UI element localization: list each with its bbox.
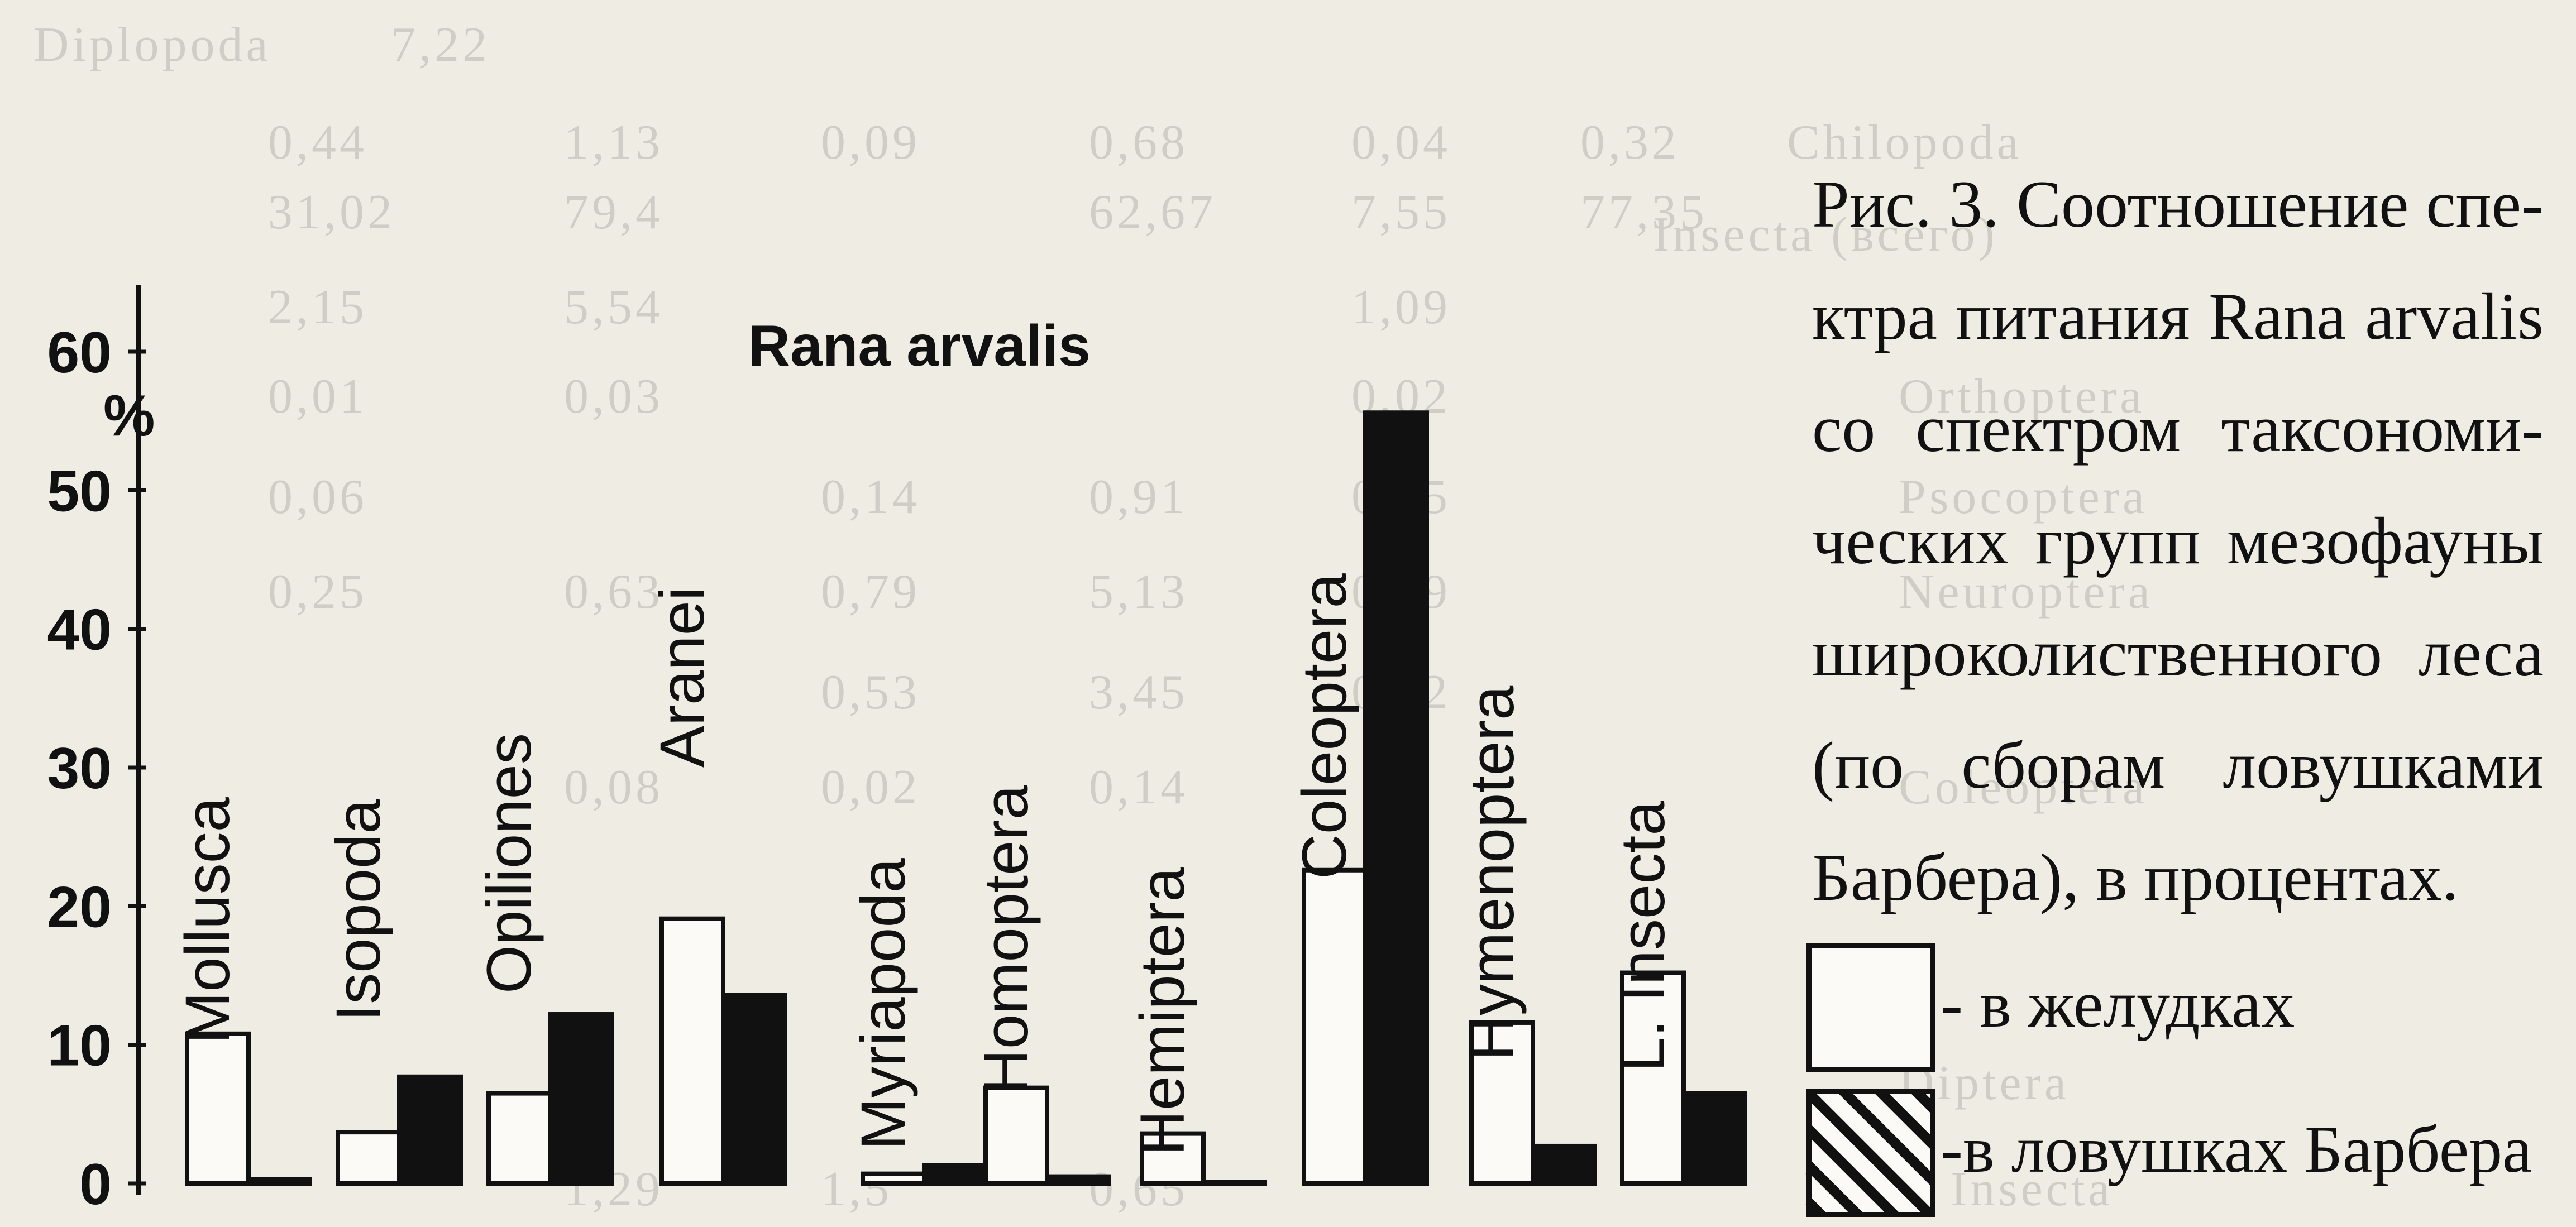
chart-title: Rana arvalis	[748, 314, 1091, 378]
bar-stomach	[336, 1130, 402, 1186]
bar-traps	[1201, 1180, 1267, 1186]
category-label: Myriapoda	[848, 857, 918, 1150]
bar-traps	[1531, 1143, 1597, 1186]
bar-series	[185, 410, 1747, 1186]
bar-stomach	[861, 1171, 926, 1186]
category-label: Hymenoptera	[1457, 685, 1527, 1061]
caption-line: (по сборам ловушками	[1812, 728, 2544, 802]
bar-stomach	[1620, 970, 1686, 1186]
bar-traps	[1045, 1174, 1111, 1186]
y-tick-label: 10	[47, 1014, 112, 1079]
y-axis-ticks: 0 10 20 30 40 50 60	[47, 320, 146, 1217]
legend-label-traps: -в ловушках Барбера	[1941, 1112, 2532, 1186]
y-tick-label: 20	[47, 875, 112, 940]
legend-swatch-open	[1806, 943, 1935, 1072]
category-label: Hemiptera	[1127, 867, 1197, 1156]
bar-traps	[246, 1177, 312, 1186]
bar-traps	[721, 993, 787, 1186]
bar-stomach	[659, 916, 725, 1186]
y-tick-label: 40	[47, 598, 112, 663]
y-axis-unit-label: %	[103, 384, 155, 448]
bar-traps	[922, 1163, 988, 1186]
caption-line: Барбера), в процентах.	[1812, 840, 2459, 914]
bar-traps	[1363, 410, 1429, 1186]
legend-swatch-hatched	[1806, 1089, 1935, 1217]
bar-stomach	[185, 1031, 251, 1186]
bar-traps	[397, 1074, 463, 1186]
category-label: L. Insecta	[1608, 801, 1677, 1072]
category-label: Isopoda	[323, 799, 393, 1022]
y-tick-label: 60	[47, 320, 112, 385]
y-tick-label: 0	[79, 1152, 112, 1217]
bar-stomach	[1469, 1020, 1535, 1186]
category-label: Coleoptera	[1289, 573, 1359, 879]
legend-label-stomach: - в желудках	[1941, 967, 2295, 1041]
legend-item-stomach: - в желудках	[1806, 943, 2566, 1075]
category-label: Opiliones	[474, 733, 544, 994]
figure-caption: Рис. 3. Соотношение спе- ктра питания Ra…	[1812, 148, 2544, 933]
category-label: Aranei	[647, 587, 717, 768]
bar-stomach	[1302, 867, 1368, 1186]
caption-line: Рис. 3. Соотношение спе-	[1812, 167, 2544, 241]
caption-line: ческих групп мезофауны	[1812, 504, 2544, 578]
caption-line: ктра питания Rana arvalis	[1812, 279, 2544, 353]
legend-item-traps: -в ловушках Барбера	[1806, 1089, 2566, 1220]
bar-stomach	[1140, 1131, 1206, 1186]
bar-traps	[1681, 1091, 1747, 1186]
category-label: Homoptera	[971, 784, 1041, 1094]
caption-line: широколиственного леса	[1812, 616, 2544, 690]
y-tick-label: 30	[47, 736, 112, 801]
category-labels: Mollusca Isopoda Opiliones Aranei Myriapoda H…	[173, 573, 1677, 1156]
bar-stomach	[486, 1091, 552, 1186]
caption-line: со спектром таксономи-	[1812, 391, 2544, 466]
bar-stomach	[983, 1085, 1049, 1186]
bar-traps	[548, 1012, 614, 1186]
y-tick-label: 50	[47, 459, 112, 524]
category-label: Mollusca	[173, 797, 242, 1044]
